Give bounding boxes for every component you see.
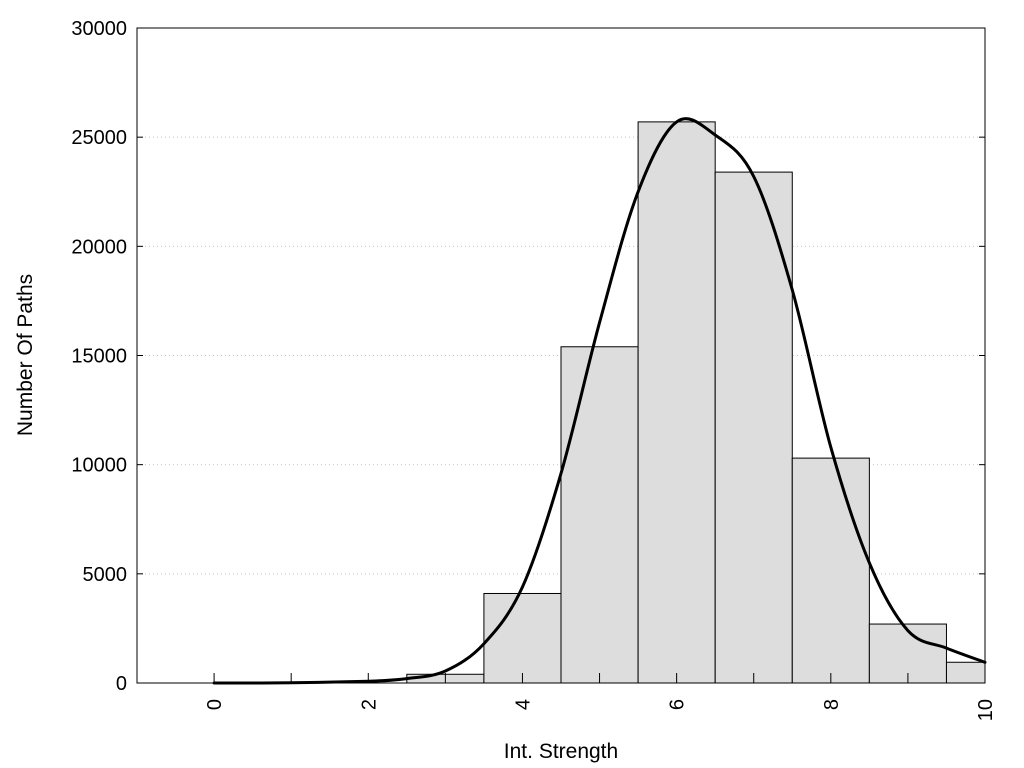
y-axis-ticks: 0 5000 10000 15000 20000 25000 30000 bbox=[71, 18, 985, 695]
y-axis-label: Number Of Paths bbox=[14, 274, 37, 436]
bar-8 bbox=[791, 457, 870, 684]
x-tick-label-0: 0 bbox=[204, 699, 226, 710]
x-axis-label: Int. Strength bbox=[504, 740, 618, 763]
density-curve bbox=[212, 117, 987, 685]
x-tick-label-1: 2 bbox=[358, 699, 380, 710]
x-tick-label-4: 8 bbox=[821, 699, 843, 710]
histogram-bars bbox=[406, 121, 986, 684]
y-tick-label-1: 5000 bbox=[83, 564, 128, 586]
y-tick-label-4: 20000 bbox=[71, 236, 127, 258]
bar-5 bbox=[560, 346, 639, 684]
x-tick-label-2: 4 bbox=[512, 699, 534, 710]
bar-6 bbox=[637, 121, 716, 684]
x-tick-label-5: 10 bbox=[975, 699, 997, 721]
bar-4 bbox=[483, 592, 562, 684]
x-tick-label-3: 6 bbox=[667, 699, 689, 710]
bar-10 bbox=[945, 661, 986, 684]
y-tick-label-0: 0 bbox=[116, 673, 127, 695]
y-tick-label-2: 10000 bbox=[71, 455, 127, 477]
bar-7 bbox=[714, 171, 793, 684]
y-tick-label-6: 30000 bbox=[71, 18, 127, 40]
y-tick-label-5: 25000 bbox=[71, 127, 127, 149]
y-tick-label-3: 15000 bbox=[71, 346, 127, 368]
